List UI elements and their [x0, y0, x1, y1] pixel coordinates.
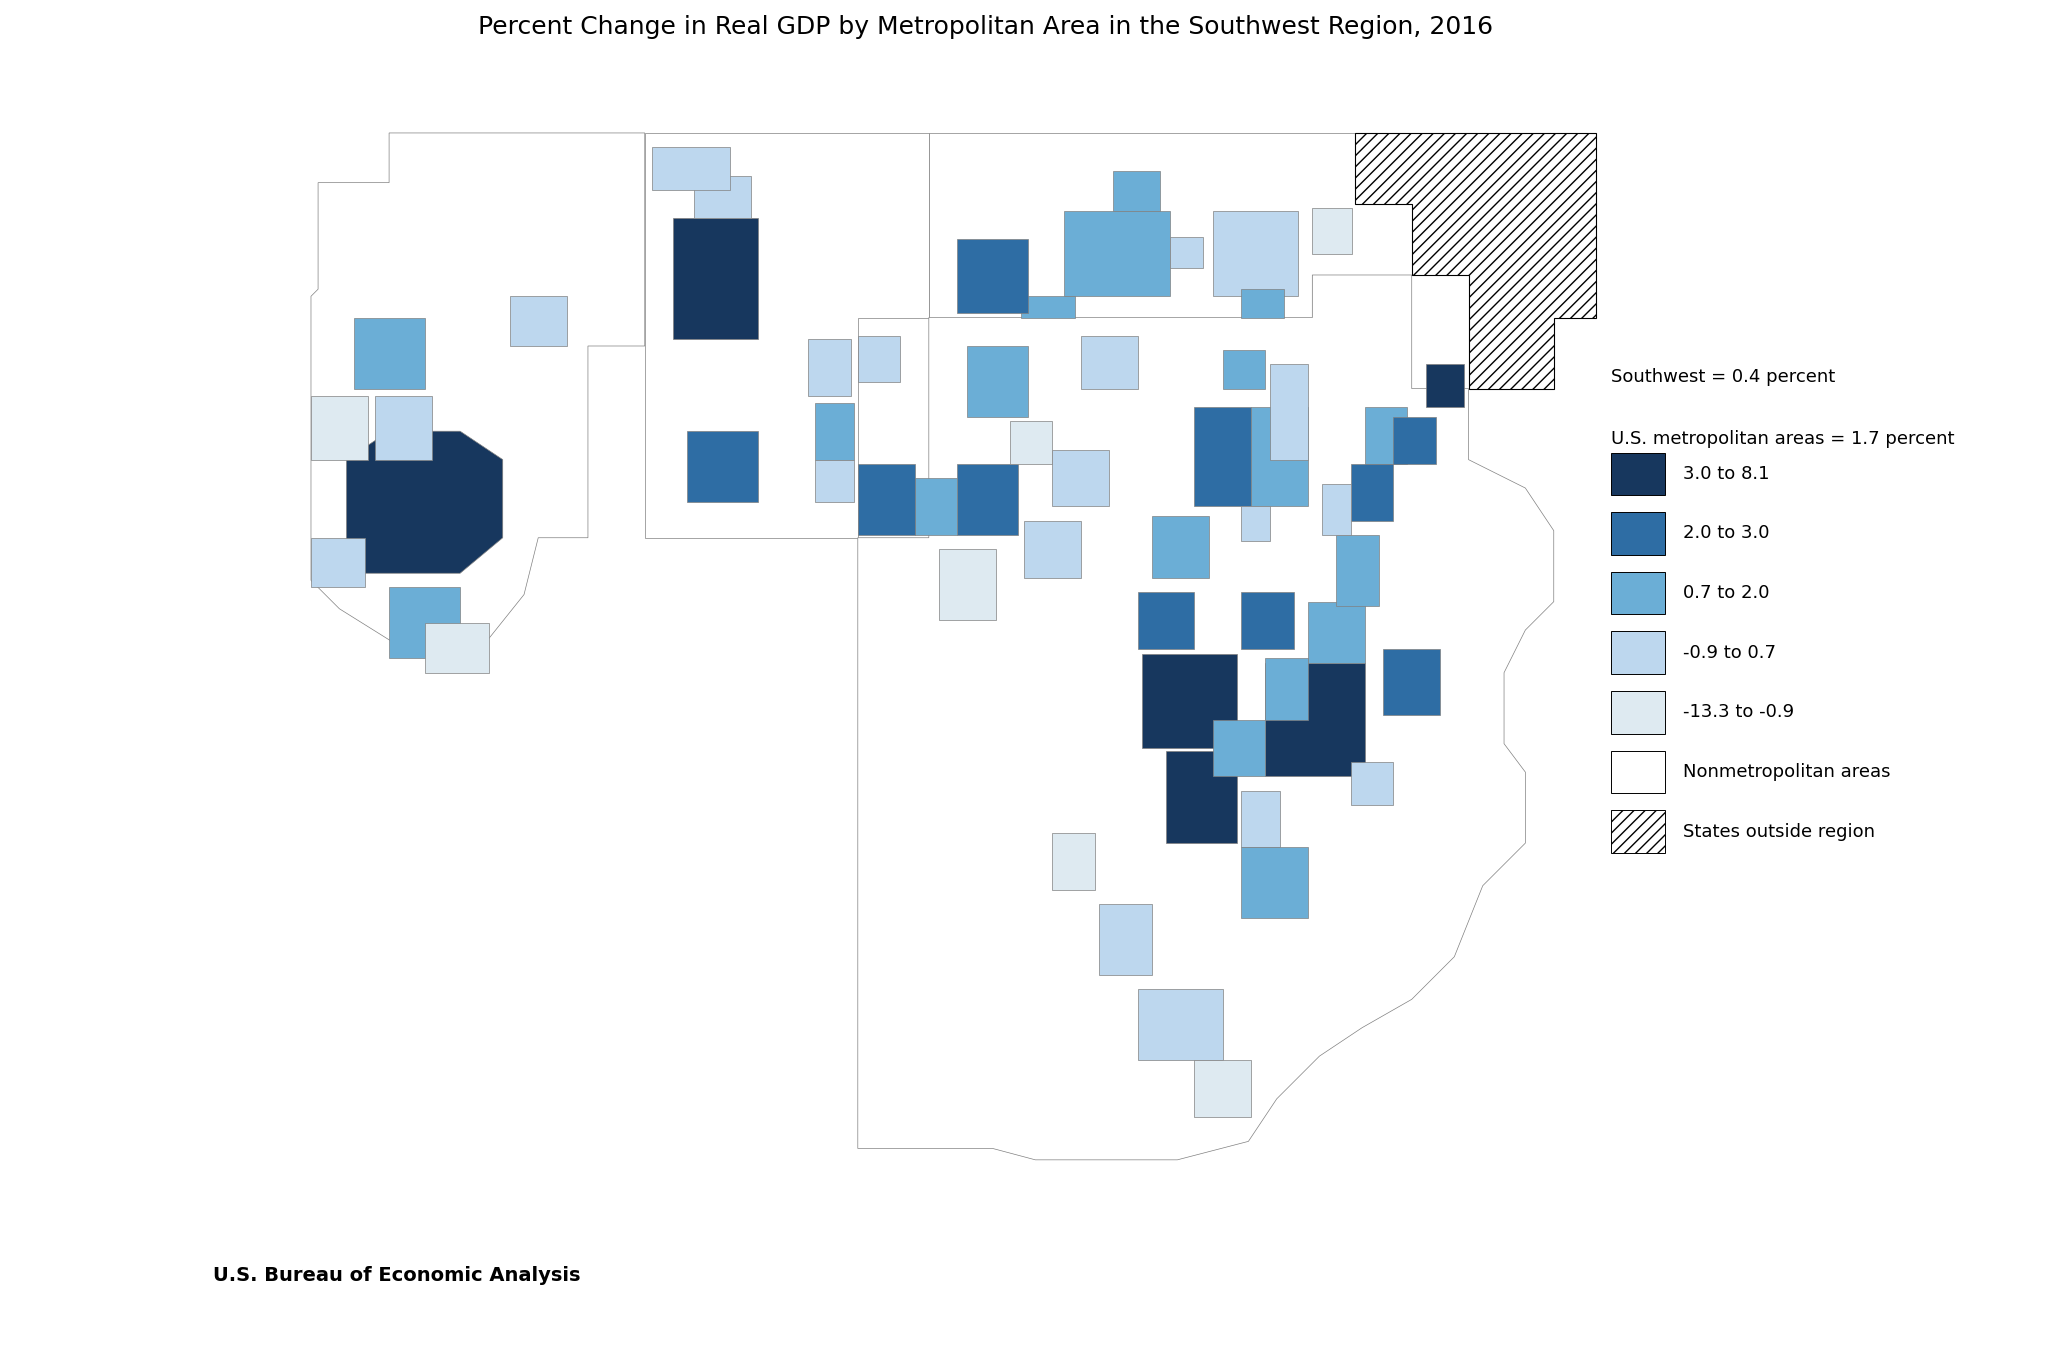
Polygon shape	[940, 549, 996, 621]
Polygon shape	[310, 134, 644, 665]
Polygon shape	[1242, 791, 1279, 847]
Polygon shape	[816, 403, 853, 460]
Text: U.S. Bureau of Economic Analysis: U.S. Bureau of Economic Analysis	[213, 1267, 580, 1286]
Polygon shape	[807, 339, 851, 395]
Bar	[1610, 452, 1664, 495]
Polygon shape	[1383, 649, 1441, 715]
Polygon shape	[1170, 236, 1203, 268]
Polygon shape	[816, 460, 853, 502]
Polygon shape	[1269, 364, 1308, 460]
Polygon shape	[929, 134, 1412, 317]
Polygon shape	[1081, 336, 1138, 389]
Polygon shape	[1242, 847, 1308, 919]
Polygon shape	[956, 464, 1018, 536]
Polygon shape	[354, 317, 424, 389]
Polygon shape	[1138, 989, 1223, 1060]
Polygon shape	[310, 395, 368, 460]
Bar	[1610, 631, 1664, 674]
Polygon shape	[652, 147, 731, 190]
Polygon shape	[375, 395, 433, 460]
Polygon shape	[857, 275, 1555, 1160]
Polygon shape	[1393, 417, 1437, 464]
Polygon shape	[967, 345, 1029, 417]
Polygon shape	[1242, 592, 1294, 649]
Polygon shape	[1242, 506, 1269, 541]
Polygon shape	[956, 240, 1029, 313]
Polygon shape	[1308, 602, 1364, 662]
Polygon shape	[915, 478, 956, 536]
Text: 0.7 to 2.0: 0.7 to 2.0	[1683, 584, 1770, 602]
Polygon shape	[1194, 1060, 1250, 1117]
Polygon shape	[1337, 536, 1379, 606]
Polygon shape	[509, 297, 567, 345]
Text: U.S. metropolitan areas = 1.7 percent: U.S. metropolitan areas = 1.7 percent	[1610, 430, 1954, 448]
Polygon shape	[857, 336, 900, 382]
Polygon shape	[1010, 421, 1052, 464]
Polygon shape	[1165, 751, 1238, 843]
Text: Nonmetropolitan areas: Nonmetropolitan areas	[1683, 764, 1890, 781]
Polygon shape	[644, 134, 929, 538]
Bar	[1610, 691, 1664, 734]
Polygon shape	[687, 432, 758, 502]
Polygon shape	[1064, 210, 1170, 297]
Polygon shape	[1052, 834, 1095, 890]
Polygon shape	[1114, 171, 1161, 210]
Polygon shape	[310, 538, 364, 587]
Bar	[1610, 572, 1664, 614]
Bar	[1610, 751, 1664, 793]
Polygon shape	[673, 219, 758, 339]
Text: 2.0 to 3.0: 2.0 to 3.0	[1683, 525, 1770, 542]
Polygon shape	[1194, 407, 1250, 506]
Title: Percent Change in Real GDP by Metropolitan Area in the Southwest Region, 2016: Percent Change in Real GDP by Metropolit…	[478, 15, 1492, 39]
Polygon shape	[424, 623, 489, 673]
Polygon shape	[1242, 289, 1283, 317]
Polygon shape	[1151, 517, 1209, 577]
Polygon shape	[346, 432, 503, 573]
Bar	[1610, 513, 1664, 554]
Polygon shape	[1099, 904, 1151, 975]
Polygon shape	[1350, 464, 1393, 521]
Text: -0.9 to 0.7: -0.9 to 0.7	[1683, 643, 1776, 662]
Polygon shape	[1312, 208, 1352, 254]
Polygon shape	[693, 175, 751, 219]
Polygon shape	[1426, 364, 1463, 407]
Polygon shape	[1323, 484, 1350, 536]
Polygon shape	[1364, 407, 1408, 464]
Polygon shape	[1350, 762, 1393, 805]
Polygon shape	[1356, 134, 1596, 389]
Bar	[1610, 811, 1664, 853]
Text: -13.3 to -0.9: -13.3 to -0.9	[1683, 703, 1795, 722]
Text: Southwest = 0.4 percent: Southwest = 0.4 percent	[1610, 368, 1834, 386]
Polygon shape	[1025, 521, 1081, 577]
Polygon shape	[1052, 449, 1110, 506]
Polygon shape	[1213, 210, 1298, 297]
Polygon shape	[1223, 351, 1265, 389]
Polygon shape	[1265, 662, 1364, 777]
Polygon shape	[1021, 297, 1074, 317]
Polygon shape	[1138, 592, 1194, 649]
Polygon shape	[389, 587, 460, 658]
Polygon shape	[1213, 719, 1265, 777]
Polygon shape	[1265, 658, 1308, 719]
Text: States outside region: States outside region	[1683, 823, 1875, 840]
Polygon shape	[1143, 654, 1238, 747]
Text: 3.0 to 8.1: 3.0 to 8.1	[1683, 465, 1770, 483]
Polygon shape	[857, 464, 915, 536]
Polygon shape	[1250, 407, 1308, 506]
